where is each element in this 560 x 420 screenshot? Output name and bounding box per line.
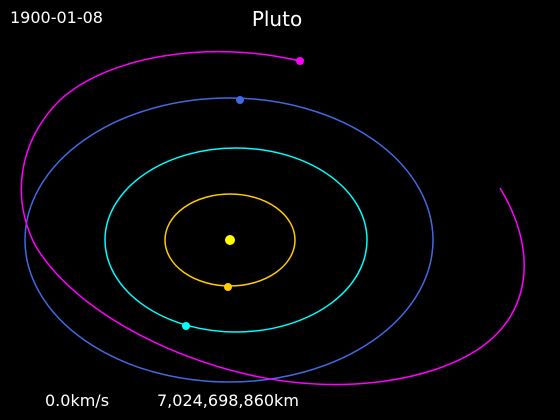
inner-planet-marker	[224, 283, 232, 291]
orbit-outer	[20, 50, 525, 386]
pluto-marker	[296, 57, 304, 65]
distance-readout: 7,024,698,860km	[157, 391, 299, 410]
third-planet-marker	[236, 96, 244, 104]
date-label: 1900-01-08	[10, 8, 103, 27]
orbit-third	[24, 97, 434, 383]
title-label: Pluto	[0, 9, 560, 29]
orbit-second	[104, 147, 368, 333]
second-planet-marker	[182, 322, 190, 330]
sun-marker	[225, 235, 235, 245]
title-text: Pluto	[251, 7, 303, 31]
speed-readout: 0.0km/s	[45, 391, 110, 410]
